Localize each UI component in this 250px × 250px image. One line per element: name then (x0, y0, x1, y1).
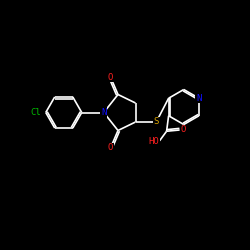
Text: Cl: Cl (30, 108, 41, 117)
Text: HO: HO (149, 138, 160, 146)
Text: N: N (101, 108, 106, 117)
Text: N: N (196, 94, 202, 103)
Text: O: O (108, 72, 113, 82)
Text: O: O (108, 144, 113, 152)
Text: S: S (154, 118, 159, 126)
Text: O: O (180, 126, 186, 134)
